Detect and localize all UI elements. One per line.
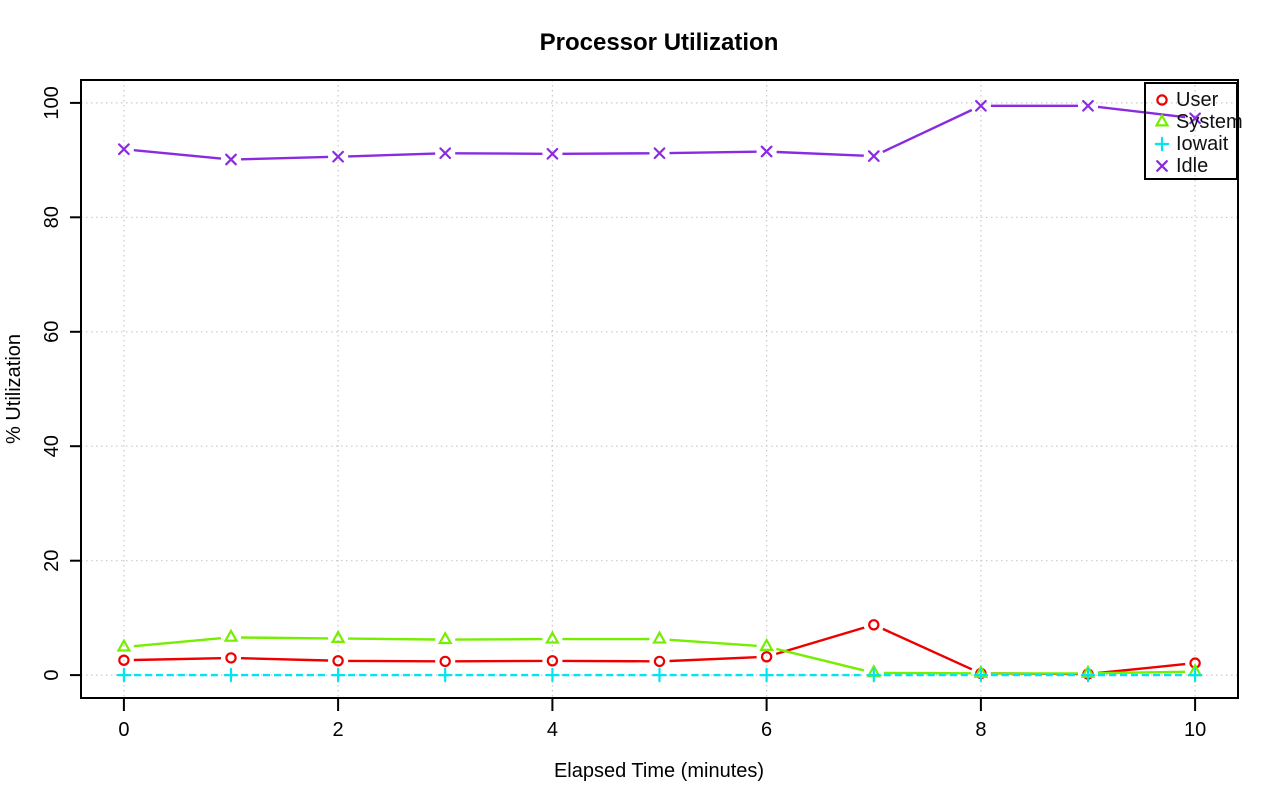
marker-system [330, 629, 346, 643]
marker-user [225, 652, 237, 664]
marker-user [868, 619, 880, 631]
marker-user [332, 655, 344, 667]
marker-user [118, 654, 130, 666]
series-line-system [455, 637, 543, 641]
marker-idle [1189, 112, 1201, 125]
series-line-idle [669, 150, 757, 155]
series-line-system [240, 636, 329, 640]
marker-idle [225, 153, 237, 166]
marker-idle [439, 147, 452, 160]
marker-idle [975, 99, 987, 112]
series-line-idle [1097, 105, 1186, 119]
series-system [116, 628, 1203, 678]
marker-iowait [116, 667, 132, 683]
y-tick-label: 0 [41, 670, 63, 681]
y-tick-label: 60 [41, 321, 63, 343]
legend: User System Iowait Idle [1144, 82, 1243, 180]
marker-idle [760, 145, 773, 158]
legend-entry-user: User [1151, 89, 1236, 111]
marker-system [116, 638, 132, 652]
gridlines [81, 80, 1238, 698]
series-line-system [348, 637, 436, 641]
y-axis-label: % Utilization [3, 334, 25, 444]
marker-user [653, 655, 666, 668]
series-iowait [116, 667, 1203, 683]
marker-system [437, 630, 453, 645]
marker-iowait [330, 667, 346, 683]
legend-marker-system-icon [1154, 113, 1170, 127]
marker-iowait [223, 667, 239, 683]
chart-title: Processor Utilization [540, 29, 779, 56]
marker-iowait [973, 667, 989, 683]
legend-label-idle: Idle [1176, 155, 1209, 177]
legend-entry-system: System [1151, 111, 1243, 133]
x-tick-label: 0 [118, 719, 129, 741]
series-line-idle [455, 152, 543, 155]
x-tick-label: 6 [761, 719, 772, 741]
marker-iowait [759, 667, 774, 683]
x-tick-label: 10 [1184, 719, 1206, 741]
series-line-user [1097, 662, 1186, 675]
series-idle [118, 99, 1201, 166]
marker-idle [867, 150, 880, 162]
series-line-user [240, 657, 329, 662]
legend-marker-iowait-icon [1154, 136, 1170, 152]
legend-marker-user-icon [1156, 94, 1168, 106]
marker-iowait [437, 667, 453, 683]
marker-user [760, 651, 773, 663]
marker-iowait [1080, 667, 1096, 683]
series-line-system [669, 638, 757, 647]
legend-label-system: System [1176, 111, 1243, 133]
legend-label-user: User [1176, 89, 1219, 111]
series-line-system [133, 637, 222, 648]
series-line-system [776, 647, 865, 672]
marker-system [652, 630, 667, 644]
marker-user [1189, 657, 1201, 669]
legend-entry-idle: Idle [1151, 155, 1236, 177]
series-line-user [775, 626, 865, 656]
series-line-idle [882, 108, 973, 153]
x-axis-label: Elapsed Time (minutes) [554, 760, 764, 782]
marker-user [439, 655, 451, 668]
legend-entry-iowait: Iowait [1151, 133, 1236, 155]
marker-idle [546, 147, 559, 160]
marker-iowait [1187, 667, 1203, 683]
marker-iowait [866, 667, 882, 683]
data-series [116, 99, 1203, 683]
marker-idle [653, 147, 666, 160]
marker-idle [118, 143, 130, 156]
marker-system [223, 628, 239, 642]
series-line-idle [776, 150, 864, 157]
y-tick-label: 80 [41, 206, 63, 228]
legend-marker-idle-icon [1156, 160, 1168, 172]
series-line-user [882, 627, 973, 671]
series-line-user [133, 657, 222, 662]
series-line-idle [133, 149, 222, 160]
marker-user [546, 655, 559, 667]
x-tick-label: 8 [975, 719, 986, 741]
y-tick-label: 100 [41, 86, 63, 119]
marker-iowait [545, 667, 560, 683]
legend-label-iowait: Iowait [1176, 133, 1229, 155]
y-tick-label: 40 [41, 435, 63, 457]
marker-system [545, 630, 560, 644]
series-line-idle [348, 152, 436, 158]
series-line-idle [240, 155, 329, 161]
marker-idle [332, 150, 344, 163]
x-tick-label: 2 [333, 719, 344, 741]
marker-system [759, 637, 774, 651]
marker-iowait [652, 667, 667, 683]
series-line-system [1097, 670, 1186, 675]
x-tick-label: 4 [547, 719, 558, 741]
y-tick-label: 20 [41, 550, 63, 572]
plot-border [80, 79, 1239, 699]
marker-idle [1082, 99, 1094, 112]
series-line-idle [562, 152, 650, 155]
series-line-user [669, 656, 757, 663]
